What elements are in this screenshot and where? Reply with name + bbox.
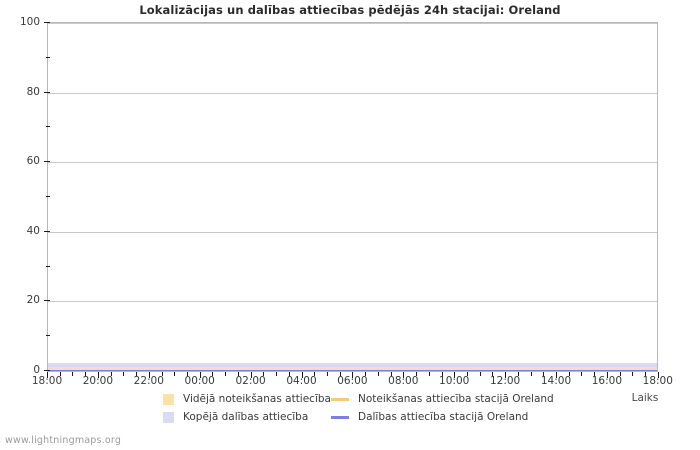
line-station-participation bbox=[48, 370, 657, 371]
x-axis-label: Laiks bbox=[631, 392, 659, 404]
x-tick-label-10: 14:00 bbox=[540, 375, 572, 387]
x-tick-minor-32 bbox=[594, 372, 596, 376]
x-tick-label-4: 02:00 bbox=[235, 375, 266, 387]
x-tick-mark-8 bbox=[454, 372, 456, 378]
x-tick-label-1: 20:00 bbox=[82, 375, 114, 387]
legend-label-station-detection: Noteikšanas attiecība stacijā Oreland bbox=[358, 393, 554, 405]
x-tick-minor-5 bbox=[136, 372, 138, 376]
x-tick-minor-25 bbox=[479, 372, 481, 376]
gridline-100 bbox=[48, 23, 657, 24]
legend-label-average-detection: Vidējā noteikšanas attiecība bbox=[183, 393, 331, 405]
y-tick-label-0: 0 bbox=[33, 364, 40, 376]
plot-area bbox=[47, 22, 658, 372]
chart-title: Lokalizācijas un dalības attiecības pēdē… bbox=[139, 3, 561, 17]
y-tick-label-100: 100 bbox=[19, 16, 40, 28]
x-tick-mark-3 bbox=[199, 372, 201, 378]
x-tick-minor-14 bbox=[288, 372, 290, 376]
x-tick-minor-16 bbox=[326, 372, 328, 376]
x-tick-minor-24 bbox=[466, 372, 468, 376]
x-tick-minor-30 bbox=[568, 372, 570, 376]
y-tick-label-80: 80 bbox=[26, 85, 40, 98]
legend-item-average-detection[interactable]: Vidējā noteikšanas attiecība bbox=[163, 392, 331, 406]
x-tick-label-0: 18:00 bbox=[31, 375, 63, 387]
x-tick-label-7: 08:00 bbox=[388, 375, 419, 387]
legend-line-station-participation bbox=[331, 415, 349, 419]
x-tick-minor-10 bbox=[225, 372, 227, 376]
x-tick-mark-0 bbox=[47, 372, 48, 378]
x-tick-label-5: 04:00 bbox=[286, 375, 317, 387]
legend-item-total-participation[interactable]: Kopējā dalības attiecība bbox=[163, 410, 308, 424]
x-tick-minor-26 bbox=[492, 372, 494, 376]
x-tick-label-6: 06:00 bbox=[337, 375, 368, 387]
x-tick-minor-11 bbox=[237, 372, 239, 376]
x-tick-mark-4 bbox=[250, 372, 252, 378]
legend-label-station-participation: Dalības attiecība stacijā Oreland bbox=[358, 411, 529, 423]
x-tick-minor-18 bbox=[365, 372, 367, 376]
x-tick-minor-31 bbox=[581, 372, 583, 376]
x-tick-minor-7 bbox=[174, 372, 176, 376]
x-tick-mark-6 bbox=[352, 372, 354, 378]
x-tick-minor-27 bbox=[517, 372, 519, 376]
legend-line-station-detection bbox=[331, 397, 349, 401]
gridline-40 bbox=[48, 231, 657, 233]
x-tick-mark-10 bbox=[556, 372, 557, 378]
legend-label-total-participation: Kopējā dalības attiecība bbox=[183, 411, 309, 423]
x-tick-minor-2 bbox=[85, 372, 87, 376]
area-average-detection bbox=[48, 367, 657, 371]
x-tick-mark-2 bbox=[148, 372, 150, 378]
x-tick-label-8: 10:00 bbox=[439, 375, 470, 387]
x-tick-mark-12 bbox=[657, 372, 659, 378]
x-tick-minor-15 bbox=[314, 372, 316, 376]
x-tick-minor-12 bbox=[263, 372, 265, 376]
x-tick-mark-11 bbox=[606, 372, 608, 378]
chart-legend: Vidējā noteikšanas attiecība Kopējā dalī… bbox=[163, 392, 583, 426]
x-tick-minor-17 bbox=[339, 372, 341, 376]
x-tick-label-3: 00:00 bbox=[184, 375, 215, 387]
x-tick-minor-13 bbox=[276, 372, 277, 376]
x-tick-minor-4 bbox=[123, 372, 125, 376]
x-tick-minor-23 bbox=[441, 372, 443, 376]
x-tick-minor-22 bbox=[428, 372, 430, 376]
x-tick-minor-21 bbox=[416, 372, 417, 376]
y-tick-label-60: 60 bbox=[26, 155, 40, 168]
x-tick-minor-1 bbox=[72, 372, 74, 376]
x-tick-minor-20 bbox=[390, 372, 392, 376]
y-tick-label-40: 40 bbox=[26, 224, 40, 237]
gridline-60 bbox=[48, 162, 657, 164]
x-tick-minor-19 bbox=[377, 372, 379, 376]
x-tick-minor-9 bbox=[212, 372, 214, 376]
x-tick-minor-28 bbox=[530, 372, 532, 376]
legend-item-station-participation[interactable]: Dalības attiecība stacijā Oreland bbox=[331, 410, 528, 424]
gridline-20 bbox=[48, 301, 657, 303]
legend-swatch-total-participation bbox=[163, 411, 174, 423]
y-tick-label-20: 20 bbox=[26, 294, 40, 307]
legend-item-station-detection[interactable]: Noteikšanas attiecība stacijā Oreland bbox=[331, 392, 554, 406]
x-tick-minor-6 bbox=[161, 372, 163, 376]
x-tick-label-2: 22:00 bbox=[133, 375, 164, 387]
x-tick-mark-1 bbox=[97, 372, 99, 378]
x-tick-minor-34 bbox=[632, 372, 634, 376]
x-tick-label-9: 12:00 bbox=[489, 375, 521, 387]
x-tick-minor-33 bbox=[619, 372, 621, 376]
x-tick-minor-3 bbox=[110, 372, 112, 376]
x-tick-mark-5 bbox=[301, 372, 303, 378]
x-tick-minor-8 bbox=[187, 372, 188, 376]
x-tick-minor-35 bbox=[645, 372, 647, 376]
gridline-80 bbox=[48, 92, 657, 94]
watermark-lightningmaps: www.lightningmaps.org bbox=[5, 435, 122, 446]
x-tick-mark-9 bbox=[505, 372, 507, 378]
legend-swatch-average-detection bbox=[163, 393, 174, 405]
x-tick-minor-29 bbox=[543, 372, 545, 376]
x-tick-minor-0 bbox=[59, 372, 61, 376]
x-tick-label-11: 16:00 bbox=[591, 375, 623, 387]
x-tick-mark-7 bbox=[403, 372, 405, 378]
x-tick-label-12: 18:00 bbox=[642, 375, 673, 387]
